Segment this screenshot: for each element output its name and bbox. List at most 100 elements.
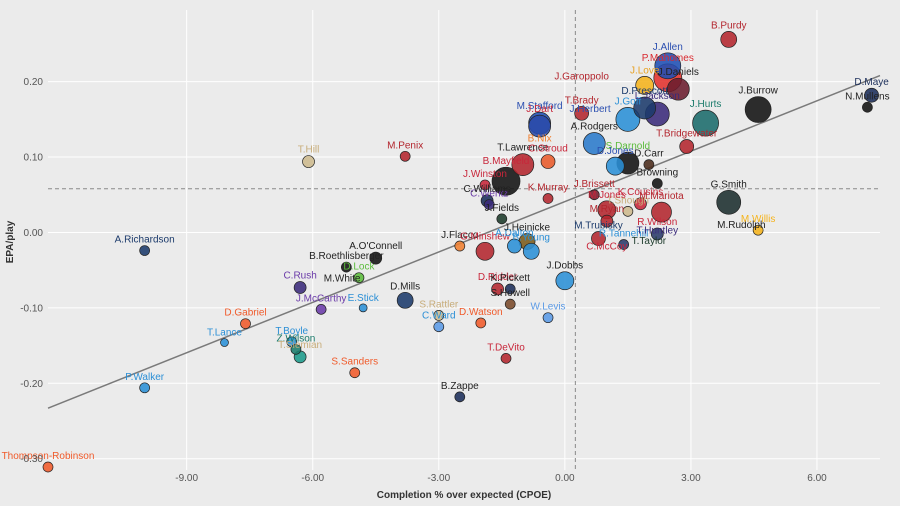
point-label: R.Wilson: [637, 217, 677, 228]
point-label: M.Stafford: [517, 101, 563, 112]
point-label: M.White: [324, 274, 361, 285]
point-label: J.Fields: [485, 203, 519, 214]
point-label: A.O'Connell: [349, 241, 402, 252]
data-point: [479, 179, 491, 191]
point-label: C.Stroud: [528, 144, 567, 155]
data-point: [720, 31, 738, 48]
data-point: [582, 132, 606, 155]
point-label: D.Ridder: [478, 272, 518, 283]
data-point: [622, 205, 634, 217]
data-point: [293, 281, 307, 294]
point-label: S.Darnold: [606, 141, 650, 152]
data-point: [643, 159, 655, 170]
data-point: [635, 76, 655, 95]
data-point: [522, 242, 540, 260]
data-point: [654, 52, 682, 80]
data-point: [862, 101, 873, 113]
point-label: B.Roethlisberger: [309, 251, 384, 262]
point-label: C.Rush: [283, 271, 316, 282]
y-tick-label: -0.10: [20, 303, 43, 314]
data-point: [504, 283, 516, 295]
point-label: P.Walker: [125, 372, 165, 383]
point-label: M.Willis: [741, 214, 775, 225]
point-label: M.Mariota: [639, 191, 684, 202]
data-point: [615, 106, 641, 132]
y-tick-label: -0.20: [20, 379, 43, 390]
point-label: T.Boyle: [275, 326, 308, 337]
point-label: D.Carr: [634, 149, 664, 160]
data-point: [716, 189, 742, 215]
data-point: [679, 139, 695, 154]
data-point: [483, 199, 495, 210]
point-label: D.Prescott: [621, 86, 668, 97]
point-label: C.Williams: [464, 184, 511, 195]
data-point: [340, 261, 352, 273]
point-label: T.Lawrence: [497, 143, 549, 154]
point-label: M.Jones: [588, 190, 626, 201]
point-label: J.Brissett: [574, 179, 615, 190]
point-label: M.Ryan: [590, 204, 624, 215]
data-point: [353, 272, 365, 284]
point-label: B.Nix: [528, 133, 552, 144]
data-point: [555, 271, 575, 291]
data-point: [591, 231, 606, 246]
point-label: T.Brady: [565, 95, 599, 106]
points-layer: [42, 31, 879, 473]
data-point: [369, 251, 383, 265]
data-point: [500, 353, 512, 364]
x-tick-label: -9.00: [175, 473, 198, 484]
point-label: B.Zappe: [441, 381, 479, 392]
point-label: A.Rodgers: [571, 121, 618, 132]
point-label: C.Ward: [422, 311, 456, 322]
data-point: [574, 105, 590, 121]
data-point: [605, 156, 625, 176]
y-tick-label: 0.10: [24, 153, 44, 164]
data-point: [864, 87, 879, 103]
point-label: P.Mahomes: [642, 53, 694, 64]
data-point: [315, 304, 327, 315]
data-point: [454, 391, 466, 403]
point-label: K.Cousins: [618, 187, 664, 198]
data-point: [396, 291, 414, 309]
point-label: D.Lock: [343, 262, 375, 273]
data-point: [752, 224, 764, 236]
x-axis-title: Completion % over expected (CPOE): [377, 490, 551, 501]
point-label: T.Hill: [298, 145, 320, 156]
data-point: [528, 114, 551, 138]
data-point: [290, 343, 302, 355]
point-label: A.Richardson: [115, 235, 175, 246]
point-label: D.Watson: [459, 307, 503, 318]
point-label: M.Penix: [387, 140, 423, 151]
data-point: [302, 155, 315, 168]
data-point: [475, 317, 487, 329]
tick-labels: -9.00 -6.00 -3.00 0.00 3.00 6.00 -0.30 -0.20 -0.…: [20, 77, 827, 484]
data-point: [651, 201, 672, 223]
data-point: [349, 367, 361, 379]
data-point: [600, 214, 614, 228]
data-point: [692, 109, 719, 137]
point-label: J.Burrow: [738, 86, 778, 97]
point-label: M.Rudolph: [717, 220, 765, 231]
point-label: J.Goff: [615, 96, 642, 107]
data-point: [588, 189, 600, 201]
point-label: T.Huntley: [636, 225, 678, 236]
point-label: J.Winston: [463, 169, 507, 180]
data-point: [454, 240, 466, 252]
grid: [48, 10, 880, 470]
x-tick-label: -6.00: [301, 473, 324, 484]
data-point: [504, 298, 516, 310]
point-label: T.Lance: [207, 328, 242, 339]
point-label: D.Gabriel: [224, 308, 266, 319]
point-label: S.Sanders: [331, 357, 378, 368]
data-point: [240, 318, 251, 330]
data-point: [666, 77, 690, 101]
x-tick-label: 6.00: [807, 473, 827, 484]
data-point: [618, 239, 630, 250]
data-point: [139, 245, 150, 256]
point-label: M.Trubisky: [574, 220, 623, 231]
data-point: [542, 193, 554, 204]
data-point: [358, 303, 368, 313]
